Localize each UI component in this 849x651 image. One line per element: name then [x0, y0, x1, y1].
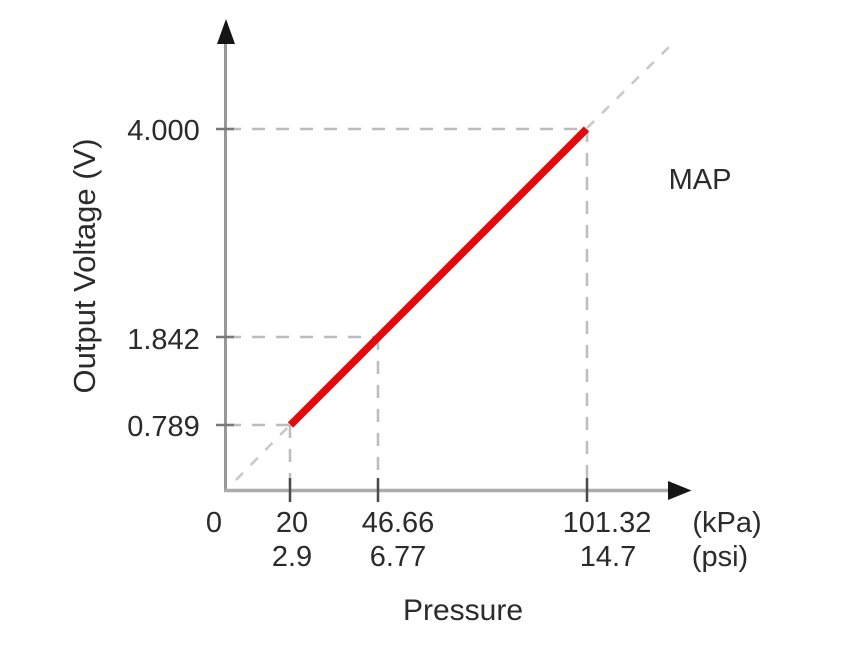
svg-text:2.9: 2.9 [272, 541, 312, 573]
svg-text:Pressure: Pressure [403, 594, 523, 627]
svg-text:0.789: 0.789 [127, 411, 200, 443]
svg-text:MAP: MAP [669, 164, 732, 196]
svg-text:4.000: 4.000 [127, 115, 200, 147]
svg-text:20: 20 [276, 507, 308, 539]
svg-text:6.77: 6.77 [370, 541, 426, 573]
svg-text:(kPa): (kPa) [692, 507, 761, 539]
svg-text:14.7: 14.7 [580, 541, 636, 573]
svg-text:0: 0 [206, 507, 222, 539]
svg-text:(psi): (psi) [692, 541, 748, 573]
svg-text:Output Voltage (V): Output Voltage (V) [67, 138, 102, 393]
svg-text:46.66: 46.66 [362, 507, 435, 539]
svg-text:1.842: 1.842 [127, 324, 200, 356]
svg-text:101.32: 101.32 [563, 507, 652, 539]
